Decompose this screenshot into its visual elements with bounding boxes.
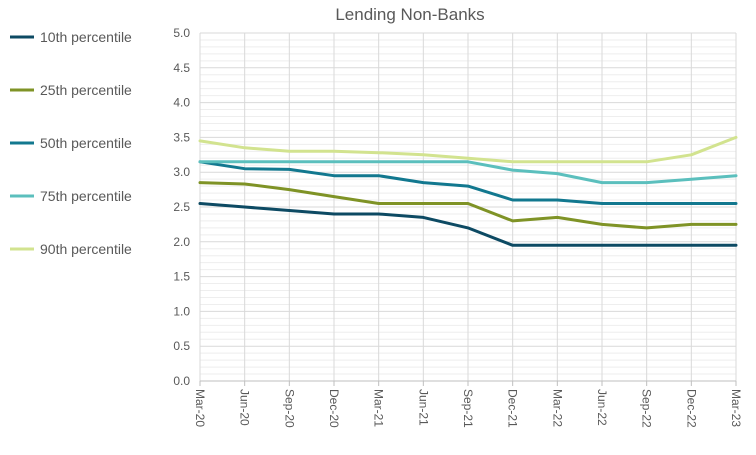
y-tick-label: 0.0 (173, 374, 190, 388)
y-tick-label: 3.5 (173, 130, 190, 144)
y-tick-label: 0.5 (173, 339, 190, 353)
y-tick-label: 2.5 (173, 200, 190, 214)
chart-title: Lending Non-Banks (335, 5, 484, 24)
legend-label: 90th percentile (40, 241, 132, 257)
y-tick-label: 4.0 (173, 96, 190, 110)
x-tick-label: Jun-22 (595, 389, 609, 426)
axes: 0.0 0.5 1.0 1.5 2.0 2.5 3.0 3.5 4.0 4.5 5.0 Mar-20 J… (173, 26, 743, 428)
legend-label: 25th percentile (40, 82, 132, 98)
series-line-2 (198, 181, 738, 230)
x-tick-label: Sep-21 (461, 389, 475, 428)
y-tick-label: 5.0 (173, 26, 190, 40)
x-tick-label: Jun-20 (238, 389, 252, 426)
x-tick-label: Sep-22 (640, 389, 654, 428)
x-tick-label: Dec-20 (327, 389, 341, 428)
series-line-1 (198, 202, 738, 247)
y-tick-label: 2.0 (173, 235, 190, 249)
series-line-4 (198, 160, 738, 185)
x-tick-label: Dec-21 (506, 389, 520, 428)
grid (199, 32, 737, 382)
x-tick-label: Jun-21 (416, 389, 430, 426)
x-tick-label: Sep-20 (282, 389, 296, 428)
y-tick-label: 3.0 (173, 165, 190, 179)
series-lines (198, 135, 738, 247)
series-line-3 (198, 160, 738, 205)
legend-label: 75th percentile (40, 188, 132, 204)
x-tick-label: Mar-22 (550, 389, 564, 427)
y-tick-label: 4.5 (173, 61, 190, 75)
legend-label: 50th percentile (40, 135, 132, 151)
x-tick-label: Dec-22 (684, 389, 698, 428)
x-tick-label: Mar-21 (372, 389, 386, 427)
y-tick-label: 1.5 (173, 270, 190, 284)
legend: 10th percentile 25th percentile 50th perce… (10, 29, 132, 257)
y-tick-label: 1.0 (173, 304, 190, 318)
x-tick-label: Mar-23 (729, 389, 743, 427)
series-line-5 (198, 135, 738, 164)
legend-label: 10th percentile (40, 29, 132, 45)
x-tick-label: Mar-20 (193, 389, 207, 427)
